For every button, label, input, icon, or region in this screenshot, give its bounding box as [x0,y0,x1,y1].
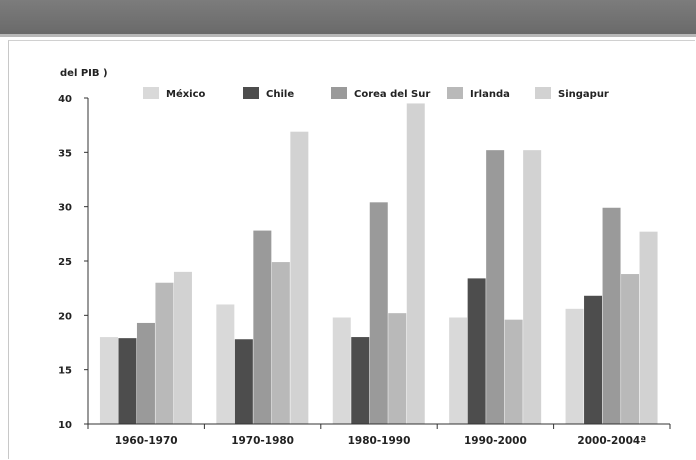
bar [467,278,486,424]
legend-swatch [143,87,159,99]
bars [99,103,658,425]
bar [99,337,118,424]
y-tick-label: 40 [58,94,72,105]
y-tick-label: 30 [58,203,72,214]
x-category-label: 1980-1990 [348,435,411,447]
legend-swatch [331,87,347,99]
legend-label: Chile [266,89,294,100]
x-category-label: 2000-2004ª [577,435,646,447]
legend-label: Singapur [558,89,609,100]
bar [173,271,192,424]
y-tick-label: 10 [58,420,72,431]
bar [332,317,351,424]
bar [523,150,542,424]
bar [351,337,370,424]
y-axis: 10 15 20 25 30 35 40 [58,94,89,431]
bar [449,317,468,424]
legend-label: Irlanda [470,89,510,100]
legend-swatch [243,87,259,99]
legend-label: México [166,88,206,100]
bar [565,308,584,424]
header-band [0,0,696,37]
legend-swatch [535,87,551,99]
bar [118,338,137,424]
x-category-label: 1970-1980 [231,435,294,447]
y-tick-label: 35 [58,148,72,159]
y-tick-label: 15 [58,366,72,377]
y-axis-label: del PIB ) [60,68,108,79]
y-tick-label: 25 [58,257,72,268]
bar [406,103,425,424]
bar [253,230,272,424]
bar [234,339,253,424]
x-category-label: 1990-2000 [464,435,527,447]
bar [369,202,388,424]
bar [290,131,309,425]
legend-label: Corea del Sur [354,89,430,100]
bar [504,319,523,424]
x-category-label: 1960-1970 [115,435,178,447]
bar [602,207,621,424]
bar [621,274,640,424]
bar [271,262,290,424]
y-tick-label: 20 [58,311,72,322]
bar [639,231,658,424]
x-axis: 1960-1970 1970-1980 1980-1990 1990-2000 2000… [87,423,671,447]
legend-swatch [447,87,463,99]
bar [388,313,407,424]
legend: México Chile Corea del Sur Irlanda Singapur [143,87,609,100]
bar [136,322,155,424]
bar [155,282,174,424]
bar [486,150,505,424]
bar [216,304,235,424]
bar [584,295,603,424]
